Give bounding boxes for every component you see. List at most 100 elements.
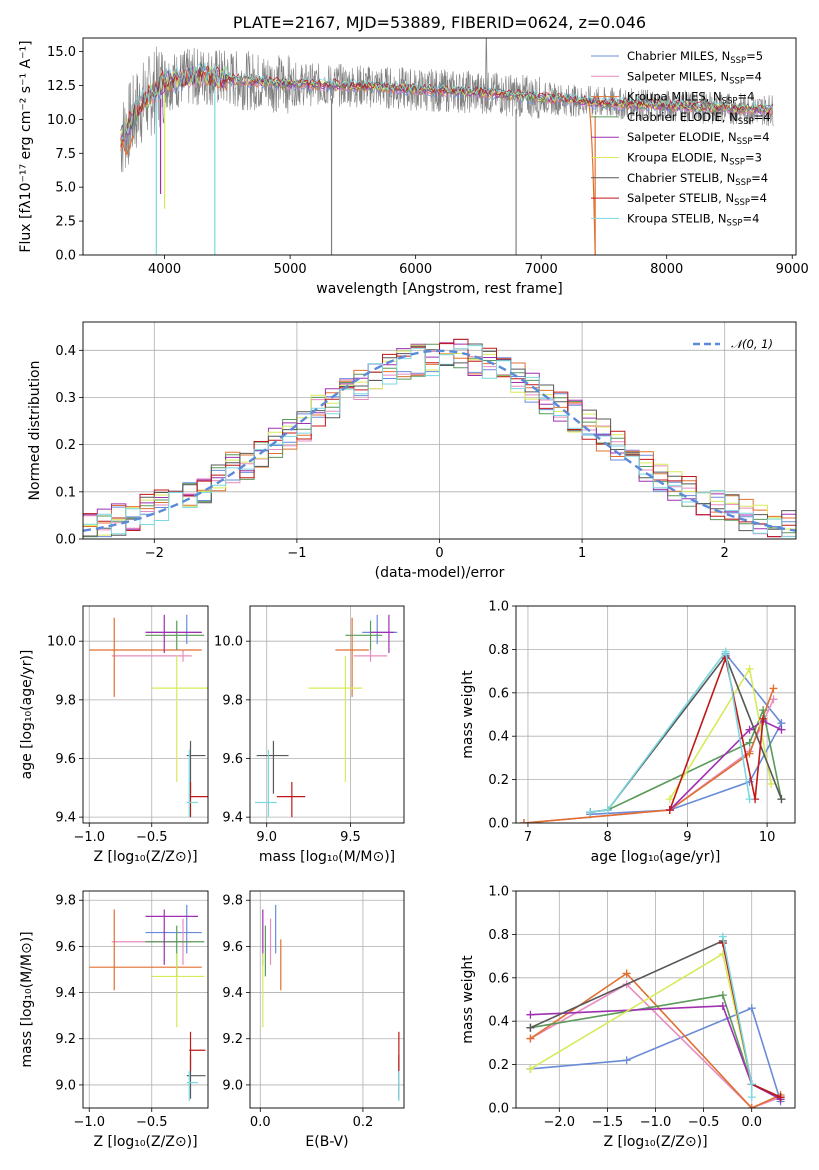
x-tick-label: 4000 <box>148 262 181 277</box>
model-fit-line <box>120 67 774 146</box>
legend-label: Salpeter MILES, NSSP=4 <box>627 69 762 86</box>
normal-curve <box>83 349 796 532</box>
y-tick-label: 9.0 <box>222 1078 243 1093</box>
x-axis-label: age [log₁₀(age/yr)] <box>591 849 721 865</box>
x-tick-label: −2.0 <box>544 1115 576 1130</box>
x-tick-label: −0.5 <box>136 830 168 845</box>
weight-point-marker <box>747 1080 756 1089</box>
histogram-series <box>83 338 796 539</box>
spectrum-lines <box>120 38 774 255</box>
weight-point-marker <box>718 932 727 941</box>
weight-point-marker <box>665 795 674 804</box>
weight-point-marker <box>586 808 595 817</box>
legend-label: Kroupa STELIB, NSSP=4 <box>627 211 759 228</box>
z-mass-errorbars <box>89 904 206 1102</box>
y-axis-label: mass weight <box>460 955 476 1044</box>
y-tick-label: 9.4 <box>55 986 76 1001</box>
y-tick-label: 0.3 <box>55 391 76 406</box>
y-tick-label: 10.0 <box>47 635 76 650</box>
weight-point-marker <box>767 779 776 788</box>
weight-point-marker <box>526 1064 535 1073</box>
y-tick-label: 9.2 <box>55 1032 76 1047</box>
ebv-mass-frame <box>249 890 405 1109</box>
y-tick-label: 12.5 <box>47 79 76 94</box>
x-axis-label: Z [log₁₀(Z/Z⊙)] <box>93 1134 197 1150</box>
x-axis-label: wavelength [Angstrom, rest frame] <box>316 281 562 297</box>
y-axis-label: Normed distribution <box>27 361 43 501</box>
y-tick-label: 1.0 <box>488 885 509 900</box>
weight-point-marker <box>745 664 754 673</box>
y-tick-label: 10.0 <box>47 113 76 128</box>
model-fit-line <box>120 62 774 143</box>
x-tick-label: 0.0 <box>250 1115 271 1130</box>
x-axis-label: Z [log₁₀(Z/Z⊙)] <box>603 1134 707 1150</box>
x-tick-label: 9.5 <box>340 830 361 845</box>
z-mass-axes: −1.0 −0.5 9.0 9.2 9.4 9.6 9.8 <box>55 891 208 1130</box>
x-tick-label: −1 <box>287 546 306 561</box>
x-tick-label: 0.0 <box>741 1115 762 1130</box>
z-age-frame <box>82 605 209 824</box>
x-tick-label: 8 <box>604 830 612 845</box>
z-weight-frame <box>515 890 796 1109</box>
weight-point-marker <box>776 1093 785 1102</box>
weight-series-line <box>530 1007 782 1102</box>
legend-label: Salpeter STELIB, NSSP=4 <box>627 191 767 208</box>
z-age-errorbars <box>89 614 208 818</box>
y-tick-label: 0.0 <box>488 817 509 832</box>
z-age-axes: −1.0 −0.5 9.4 9.6 9.8 10.0 <box>47 606 208 845</box>
weight-point-marker <box>721 647 730 656</box>
x-axis-label: Z [log₁₀(Z/Z⊙)] <box>93 849 197 865</box>
z-mass-frame <box>82 890 209 1109</box>
weight-point-marker <box>622 969 631 978</box>
age-weight-axes: 7 8 9 10 0.0 0.2 0.4 0.6 0.8 1.0 <box>488 600 795 845</box>
x-tick-label: −1.0 <box>73 1115 105 1130</box>
weight-point-marker <box>603 805 612 814</box>
y-tick-label: 10.0 <box>214 635 243 650</box>
y-tick-label: 9.6 <box>55 940 76 955</box>
y-tick-label: 0.8 <box>488 643 509 658</box>
mass-age-frame <box>249 605 405 824</box>
y-tick-label: 5.0 <box>55 181 76 196</box>
legend-label: Kroupa ELODIE, NSSP=3 <box>627 151 762 168</box>
y-tick-label: 0.0 <box>55 249 76 264</box>
x-tick-label: 5000 <box>274 262 307 277</box>
legend-label: Chabrier STELIB, NSSP=4 <box>627 171 768 188</box>
weight-point-marker <box>769 695 778 704</box>
y-tick-label: 15.0 <box>47 45 76 60</box>
weight-series-line <box>590 649 751 813</box>
mass-age-errorbars <box>255 614 398 818</box>
y-tick-label: 9.6 <box>222 940 243 955</box>
y-tick-label: 0.4 <box>488 730 509 745</box>
x-tick-label: 2 <box>721 546 729 561</box>
y-tick-label: 0.2 <box>55 438 76 453</box>
legend-label: Chabrier ELODIE, NSSP=4 <box>627 110 771 127</box>
x-tick-label: 7 <box>524 830 532 845</box>
model-fit-line <box>120 65 774 148</box>
weight-point-marker <box>747 1004 756 1013</box>
x-tick-label: 9 <box>683 830 691 845</box>
y-tick-label: 9.2 <box>222 1032 243 1047</box>
age-weight-lines <box>519 647 786 823</box>
age-weight-frame <box>515 605 796 824</box>
legend: Chabrier MILES, NSSP=5 Salpeter MILES, NS… <box>591 49 771 228</box>
y-tick-label: 9.8 <box>55 894 76 909</box>
weight-point-marker <box>759 714 768 723</box>
x-tick-label: 10 <box>759 830 776 845</box>
weight-point-marker <box>777 725 786 734</box>
x-tick-label: 9000 <box>776 262 809 277</box>
weight-series-line <box>530 983 781 1108</box>
z-weight-axes: −2.0 −1.5 −1.0 −0.5 0.0 0.0 0.2 0.4 0.6 0.8 1.0 <box>488 885 795 1130</box>
x-tick-label: −1.0 <box>640 1115 672 1130</box>
mass-age-axes: 9.0 9.5 9.4 9.6 9.8 10.0 <box>214 606 404 845</box>
x-tick-label: 8000 <box>650 262 683 277</box>
dip-blue-edge <box>120 135 134 157</box>
legend-label: Chabrier MILES, NSSP=5 <box>627 49 763 66</box>
y-axis-label: Flux [fλ10⁻¹⁷ erg cm⁻² s⁻¹ A⁻¹] <box>18 40 34 252</box>
y-tick-label: 9.4 <box>222 986 243 1001</box>
y-tick-label: 1.0 <box>488 600 509 615</box>
x-tick-label: 0 <box>435 546 443 561</box>
y-tick-label: 0.4 <box>55 344 76 359</box>
x-tick-label: 1 <box>578 546 586 561</box>
x-axis-label: mass [log₁₀(M/M⊙)] <box>259 849 395 865</box>
